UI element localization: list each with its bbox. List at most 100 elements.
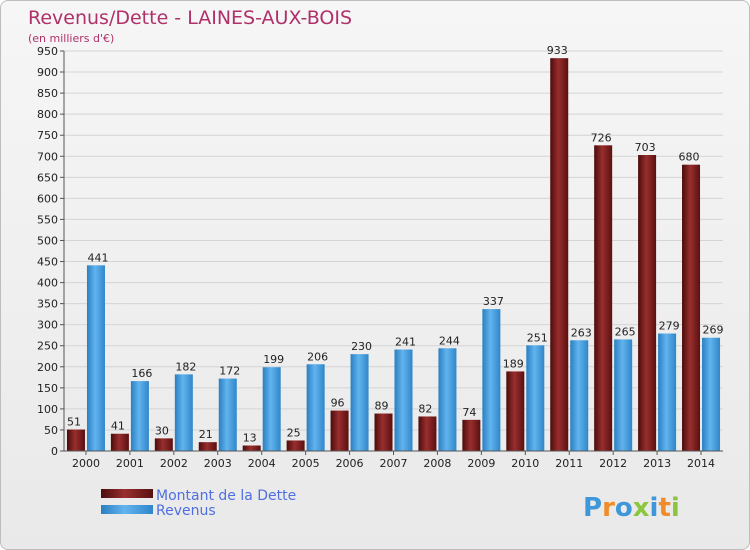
y-tick-label: 150 (37, 382, 58, 395)
bar-dette (66, 429, 85, 451)
y-tick-label: 800 (37, 108, 58, 121)
value-label-dette: 25 (287, 426, 301, 439)
bar-dette (374, 413, 393, 451)
x-tick-label: 2008 (423, 457, 451, 470)
x-tick-label: 2003 (204, 457, 232, 470)
bar-revenus (702, 337, 721, 451)
bar-dette (594, 145, 613, 451)
y-tick-label: 100 (37, 403, 58, 416)
proxiti-logo: Proxiti (583, 493, 680, 523)
value-label-dette: 82 (418, 402, 432, 415)
value-label-dette: 74 (462, 406, 476, 419)
value-label-revenus: 182 (175, 360, 196, 373)
bar-dette (682, 164, 701, 451)
logo-letter: P (583, 493, 602, 523)
value-label-revenus: 265 (615, 325, 636, 338)
bars (66, 58, 721, 451)
bar-revenus (262, 367, 281, 451)
bar-revenus (350, 354, 369, 451)
value-label-dette: 30 (155, 424, 169, 437)
bar-dette (638, 155, 657, 451)
value-label-revenus: 244 (439, 334, 460, 347)
bar-dette (418, 416, 437, 451)
bar-revenus (174, 374, 193, 451)
bar-dette (330, 410, 349, 451)
x-tick-label: 2002 (160, 457, 188, 470)
value-label-dette: 41 (111, 420, 125, 433)
bar-revenus (218, 378, 237, 451)
bar-dette (154, 438, 173, 451)
logo-letter: t (658, 493, 670, 523)
legend-label-dette: Montant de la Dette (156, 488, 296, 504)
bar-revenus (130, 381, 149, 451)
value-label-revenus: 251 (527, 331, 548, 344)
y-tick-label: 700 (37, 150, 58, 163)
value-label-revenus: 241 (395, 336, 416, 349)
logo-letter: x (633, 493, 650, 523)
x-tick-label: 2007 (380, 457, 408, 470)
value-label-revenus: 263 (571, 326, 592, 339)
x-tick-label: 2004 (248, 457, 276, 470)
bar-dette (110, 433, 129, 451)
y-tick-label: 950 (37, 45, 58, 58)
legend-swatch-revenus (101, 505, 153, 514)
y-tick-label: 650 (37, 171, 58, 184)
bar-revenus (306, 364, 325, 451)
x-tick-label: 2012 (599, 457, 627, 470)
y-tick-label: 900 (37, 66, 58, 79)
value-label-revenus: 337 (483, 295, 504, 308)
value-label-dette: 189 (503, 357, 524, 370)
y-tick-label: 200 (37, 361, 58, 374)
bar-revenus (614, 339, 633, 451)
data-labels: 51 441 41 166 30 182 21 172 13 199 25 206 96 230 89 241… (67, 44, 724, 444)
logo-letter: i (671, 493, 680, 523)
value-label-dette: 96 (331, 397, 345, 410)
bar-dette (462, 419, 481, 451)
value-label-dette: 89 (375, 400, 389, 413)
bar-dette (506, 371, 525, 451)
bar-revenus (570, 340, 589, 451)
value-label-dette: 51 (67, 416, 81, 429)
value-label-dette: 933 (547, 44, 568, 57)
y-tick-label: 600 (37, 192, 58, 205)
y-tick-label: 850 (37, 87, 58, 100)
y-tick-label: 750 (37, 129, 58, 142)
bar-revenus (658, 333, 677, 451)
chart-subtitle: (en milliers d'€) (28, 32, 114, 45)
bar-revenus (394, 349, 413, 451)
bar-revenus (86, 265, 105, 451)
legend: Montant de la Dette Revenus (101, 488, 296, 519)
logo-letter: i (650, 493, 659, 523)
y-tick-label: 400 (37, 277, 58, 290)
y-tick-label: 250 (37, 340, 58, 353)
x-tick-label: 2013 (643, 457, 671, 470)
value-label-revenus: 172 (219, 365, 240, 378)
y-axis-ticks: 0 50 100 150 200 250 300 350 400 450 500 550 600 650 7… (37, 45, 64, 458)
y-tick-label: 350 (37, 298, 58, 311)
x-tick-label: 2010 (511, 457, 539, 470)
value-label-revenus: 441 (87, 251, 108, 264)
value-label-revenus: 279 (659, 320, 680, 333)
bar-revenus (482, 309, 501, 451)
x-tick-label: 2005 (292, 457, 320, 470)
bar-dette (550, 58, 569, 451)
y-tick-label: 50 (44, 424, 58, 437)
x-tick-label: 2000 (72, 457, 100, 470)
x-axis-ticks: 2000 2001 2002 2003 2004 2005 2006 2007 2008 2009… (72, 451, 715, 470)
y-tick-label: 0 (51, 445, 58, 458)
logo-letter: r (602, 493, 615, 523)
y-tick-label: 550 (37, 213, 58, 226)
value-label-revenus: 230 (351, 340, 372, 353)
bar-dette (198, 442, 217, 451)
x-tick-label: 2006 (336, 457, 364, 470)
legend-swatch-dette (101, 489, 153, 498)
value-label-revenus: 269 (703, 324, 724, 337)
x-tick-label: 2009 (467, 457, 495, 470)
x-tick-label: 2014 (687, 457, 715, 470)
grid-lines (64, 50, 723, 452)
y-tick-label: 500 (37, 234, 58, 247)
value-label-revenus: 166 (131, 367, 152, 380)
value-label-dette: 726 (591, 131, 612, 144)
